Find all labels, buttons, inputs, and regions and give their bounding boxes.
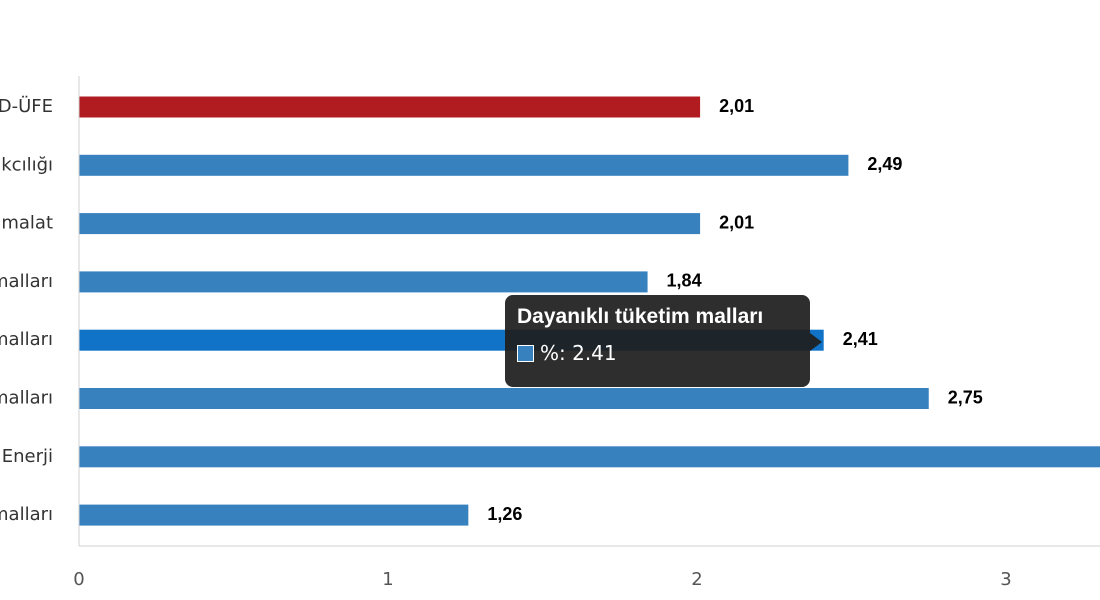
- tooltip-row: %: 2.41: [517, 341, 798, 365]
- bar[interactable]: [79, 446, 1100, 468]
- category-labels: D-ÜFE kcılığı malat malları malları malları En…: [0, 95, 53, 525]
- category-label: D-ÜFE: [0, 95, 53, 117]
- data-label: 2,75: [948, 387, 983, 407]
- bar[interactable]: [79, 388, 929, 409]
- category-label: malat: [1, 213, 53, 234]
- axes: [78, 76, 1100, 547]
- data-label: 2,49: [867, 154, 902, 174]
- bar[interactable]: [79, 96, 701, 118]
- tooltip-arrow: [810, 333, 822, 351]
- data-label: 1,84: [667, 271, 702, 291]
- bar[interactable]: [79, 504, 469, 526]
- data-label: 1,26: [487, 504, 522, 524]
- category-label: kcılığı: [1, 154, 53, 175]
- category-label: malları: [0, 388, 53, 409]
- tooltip-swatch: [517, 344, 534, 362]
- x-tick-labels: 0 1 2 3: [73, 569, 1011, 590]
- x-tick-label: 3: [1000, 569, 1011, 590]
- bar[interactable]: [79, 154, 849, 176]
- category-label: malları: [0, 329, 53, 350]
- category-label: malları: [0, 504, 53, 525]
- category-label: malları: [0, 271, 53, 292]
- data-label: 2,41: [843, 329, 878, 349]
- tooltip-value: %: 2.41: [540, 341, 617, 365]
- x-tick-label: 0: [73, 569, 84, 590]
- bar[interactable]: [79, 271, 648, 293]
- tooltip-title: Dayanıklı tüketim malları: [517, 305, 764, 328]
- data-label: 2,01: [719, 96, 754, 116]
- x-tick-label: 1: [382, 569, 393, 590]
- data-label: 2,01: [719, 212, 754, 232]
- bars-group: [79, 96, 1100, 526]
- category-label: Enerji: [2, 446, 53, 467]
- tooltip: Dayanıklı tüketim malları %: 2.41: [505, 295, 822, 387]
- data-labels: 2,01 2,49 2,01 1,84 2,41 2,75 1,26: [487, 96, 982, 524]
- bar[interactable]: [79, 213, 701, 235]
- x-tick-label: 2: [691, 569, 702, 590]
